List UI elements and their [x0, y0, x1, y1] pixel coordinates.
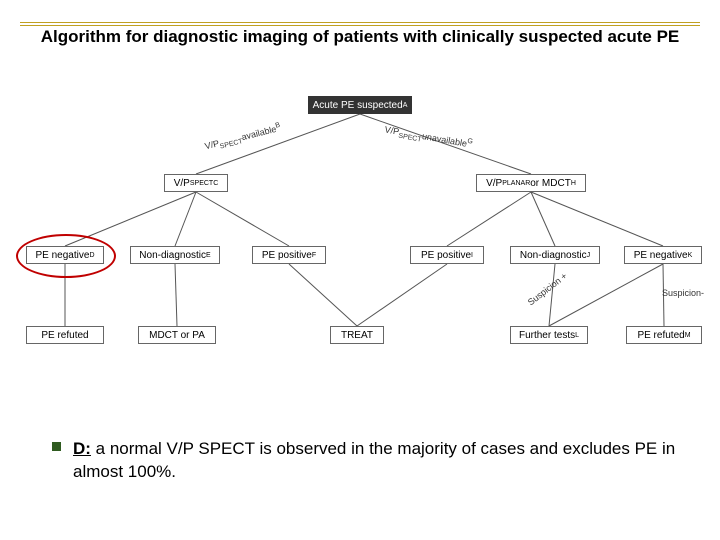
edge-label: Suspicion-: [662, 288, 704, 298]
page-title: Algorithm for diagnostic imaging of pati…: [20, 26, 700, 47]
node-posF: PE positiveF: [252, 246, 326, 264]
node-mdctpa: MDCT or PA: [138, 326, 216, 344]
bullet-row: D: a normal V/P SPECT is observed in the…: [52, 438, 680, 484]
flowchart-edges: [24, 96, 696, 356]
bullet-text: D: a normal V/P SPECT is observed in the…: [73, 438, 680, 484]
node-posI: PE positiveI: [410, 246, 484, 264]
node-refuted1: PE refuted: [26, 326, 104, 344]
node-further: Further testsL: [510, 326, 588, 344]
node-planar: V/PPLANAR or MDCTH: [476, 174, 586, 192]
node-refutedM: PE refutedM: [626, 326, 702, 344]
node-treat: TREAT: [330, 326, 384, 344]
node-nondJ: Non-diagnosticJ: [510, 246, 600, 264]
node-negD: PE negativeD: [26, 246, 104, 264]
node-nondE: Non-diagnosticE: [130, 246, 220, 264]
bullet-marker: [52, 442, 61, 451]
node-root: Acute PE suspectedA: [308, 96, 412, 114]
flowchart: Acute PE suspectedA V/PSPECTC V/PPLANAR or…: [24, 96, 696, 356]
node-spect: V/PSPECTC: [164, 174, 228, 192]
node-negK: PE negativeK: [624, 246, 702, 264]
